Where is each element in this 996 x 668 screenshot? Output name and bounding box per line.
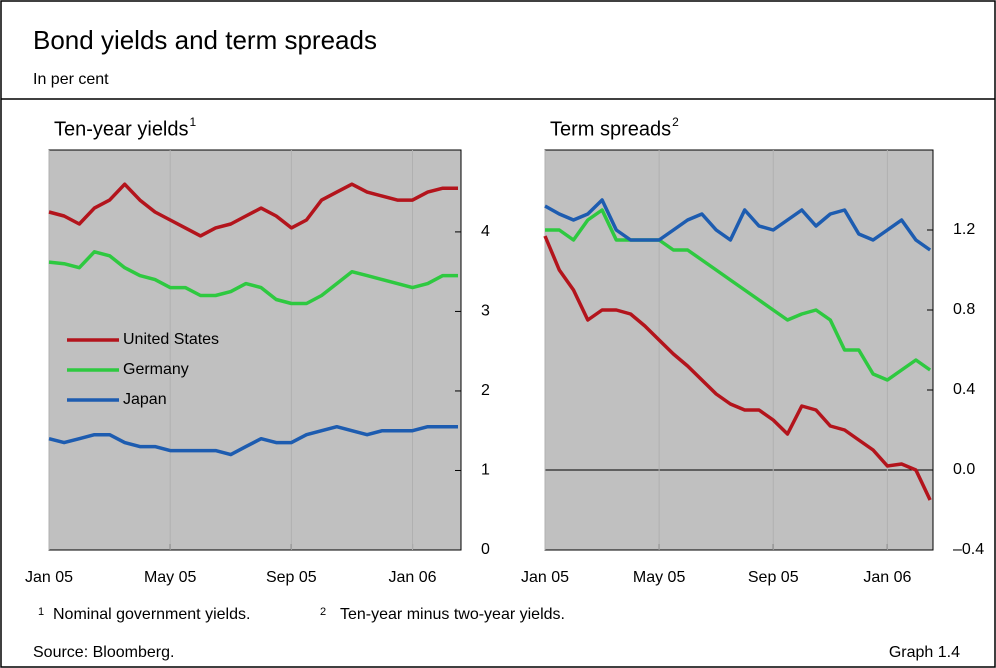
source: Source: Bloomberg. <box>33 644 174 661</box>
y-tick-label: 1.2 <box>953 221 975 238</box>
x-tick-label: Jan 05 <box>521 569 569 586</box>
chart-title: Term spreads <box>550 118 671 140</box>
y-tick-label: 0 <box>481 541 490 558</box>
series-line <box>48 250 458 306</box>
series-line <box>48 424 458 457</box>
footnote: Nominal government yields. <box>53 606 250 623</box>
x-tick-label: May 05 <box>144 569 197 586</box>
y-tick-label: 0.0 <box>953 461 975 478</box>
y-tick-label: 0.4 <box>953 381 975 398</box>
subtitle: In per cent <box>33 71 109 88</box>
title-note: 2 <box>672 115 679 129</box>
y-tick-label: 3 <box>481 303 490 320</box>
x-tick-label: May 05 <box>633 569 686 586</box>
series-line <box>48 182 458 238</box>
x-tick-label: Sep 05 <box>266 569 317 586</box>
y-tick-label: 0.8 <box>953 301 975 318</box>
footnote: Ten-year minus two-year yields. <box>340 606 565 623</box>
title-note: 1 <box>190 115 197 129</box>
y-tick-label: 2 <box>481 382 490 399</box>
footnote-mark: 2 <box>320 606 326 618</box>
y-tick-label: –0.4 <box>953 541 984 558</box>
series-line <box>544 198 932 252</box>
y-tick-label: 1 <box>481 462 490 479</box>
plot-area <box>48 149 462 551</box>
chart-title: Ten-year yields <box>54 118 189 140</box>
title: Bond yields and term spreads <box>33 25 377 55</box>
series-line <box>545 208 932 382</box>
y-tick-label: 4 <box>481 223 490 240</box>
legend-label: Japan <box>123 391 167 408</box>
x-tick-label: Sep 05 <box>748 569 799 586</box>
x-tick-label: Jan 05 <box>25 569 73 586</box>
x-tick-label: Jan 06 <box>389 569 437 586</box>
legend-label: United States <box>123 331 219 348</box>
footnote-mark: 1 <box>38 606 44 618</box>
graph-label: Graph 1.4 <box>889 644 960 661</box>
series-line <box>543 235 932 501</box>
x-tick-label: Jan 06 <box>863 569 911 586</box>
legend-label: Germany <box>123 361 189 378</box>
